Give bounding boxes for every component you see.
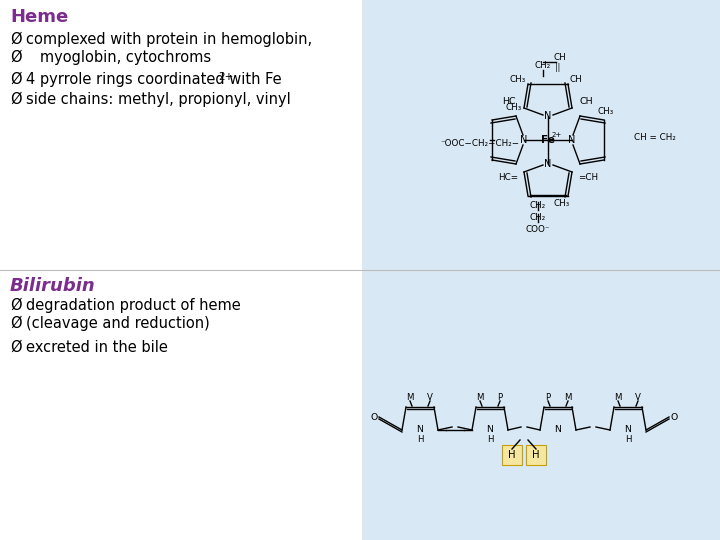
Text: N: N bbox=[487, 426, 493, 435]
Text: H: H bbox=[487, 435, 493, 444]
Text: V: V bbox=[427, 393, 433, 402]
Text: CH: CH bbox=[554, 53, 567, 63]
Text: CH₃: CH₃ bbox=[510, 75, 526, 84]
Text: O: O bbox=[670, 413, 678, 422]
Text: (cleavage and reduction): (cleavage and reduction) bbox=[26, 316, 210, 331]
Text: O: O bbox=[370, 413, 377, 422]
Text: N: N bbox=[544, 111, 552, 121]
Text: =CH: =CH bbox=[578, 173, 598, 183]
Text: CH: CH bbox=[580, 98, 593, 106]
Text: HC=: HC= bbox=[498, 173, 518, 183]
Text: degradation product of heme: degradation product of heme bbox=[26, 298, 240, 313]
Text: CH₃: CH₃ bbox=[598, 107, 614, 117]
Text: CH: CH bbox=[570, 75, 582, 84]
Text: 4 pyrrole rings coordinated with Fe: 4 pyrrole rings coordinated with Fe bbox=[26, 72, 282, 87]
Text: 2+: 2+ bbox=[218, 72, 233, 82]
Text: M: M bbox=[476, 393, 484, 402]
Text: N: N bbox=[544, 159, 552, 169]
Text: P: P bbox=[546, 393, 551, 402]
Text: N: N bbox=[521, 135, 528, 145]
Text: Ø: Ø bbox=[10, 298, 22, 313]
Text: complexed with protein in hemoglobin,: complexed with protein in hemoglobin, bbox=[26, 32, 312, 47]
Text: myoglobin, cytochroms: myoglobin, cytochroms bbox=[26, 50, 211, 65]
Text: H: H bbox=[508, 450, 516, 460]
Text: CH₃: CH₃ bbox=[554, 199, 570, 208]
FancyBboxPatch shape bbox=[526, 445, 546, 465]
Text: COO⁻: COO⁻ bbox=[526, 225, 550, 233]
Text: M: M bbox=[614, 393, 622, 402]
Bar bbox=[362, 0, 720, 270]
Text: M: M bbox=[406, 393, 414, 402]
FancyBboxPatch shape bbox=[502, 445, 522, 465]
Text: Ø: Ø bbox=[10, 50, 22, 65]
Text: Heme: Heme bbox=[10, 8, 68, 26]
Text: side chains: methyl, propionyl, vinyl: side chains: methyl, propionyl, vinyl bbox=[26, 92, 291, 107]
Text: N: N bbox=[554, 426, 562, 435]
Text: excreted in the bile: excreted in the bile bbox=[26, 340, 168, 355]
Text: Ø: Ø bbox=[10, 340, 22, 355]
Text: H: H bbox=[532, 450, 540, 460]
Text: ||: || bbox=[555, 64, 561, 72]
Text: N: N bbox=[568, 135, 576, 145]
Text: N: N bbox=[624, 426, 631, 435]
Text: Ø: Ø bbox=[10, 32, 22, 47]
Bar bbox=[362, 270, 720, 540]
Text: CH₂: CH₂ bbox=[535, 62, 551, 71]
Text: CH₂: CH₂ bbox=[530, 201, 546, 211]
Text: CH = CH₂: CH = CH₂ bbox=[634, 133, 676, 143]
Text: ⁻OOC−CH₂−CH₂−: ⁻OOC−CH₂−CH₂− bbox=[440, 139, 519, 148]
Text: CH₃: CH₃ bbox=[506, 104, 522, 112]
Text: M: M bbox=[564, 393, 572, 402]
Text: Bilirubin: Bilirubin bbox=[10, 277, 96, 295]
Text: Ø: Ø bbox=[10, 72, 22, 87]
Text: V: V bbox=[635, 393, 641, 402]
Text: Fe: Fe bbox=[541, 135, 555, 145]
Text: P: P bbox=[498, 393, 503, 402]
Text: H: H bbox=[625, 435, 631, 444]
Text: 2+: 2+ bbox=[552, 132, 562, 138]
Text: N: N bbox=[417, 426, 423, 435]
Text: HC: HC bbox=[503, 98, 516, 106]
Text: Ø: Ø bbox=[10, 92, 22, 107]
Text: H: H bbox=[417, 435, 423, 444]
Text: CH₂: CH₂ bbox=[530, 213, 546, 222]
Bar bbox=[0, 0, 362, 540]
Text: Ø: Ø bbox=[10, 316, 22, 331]
